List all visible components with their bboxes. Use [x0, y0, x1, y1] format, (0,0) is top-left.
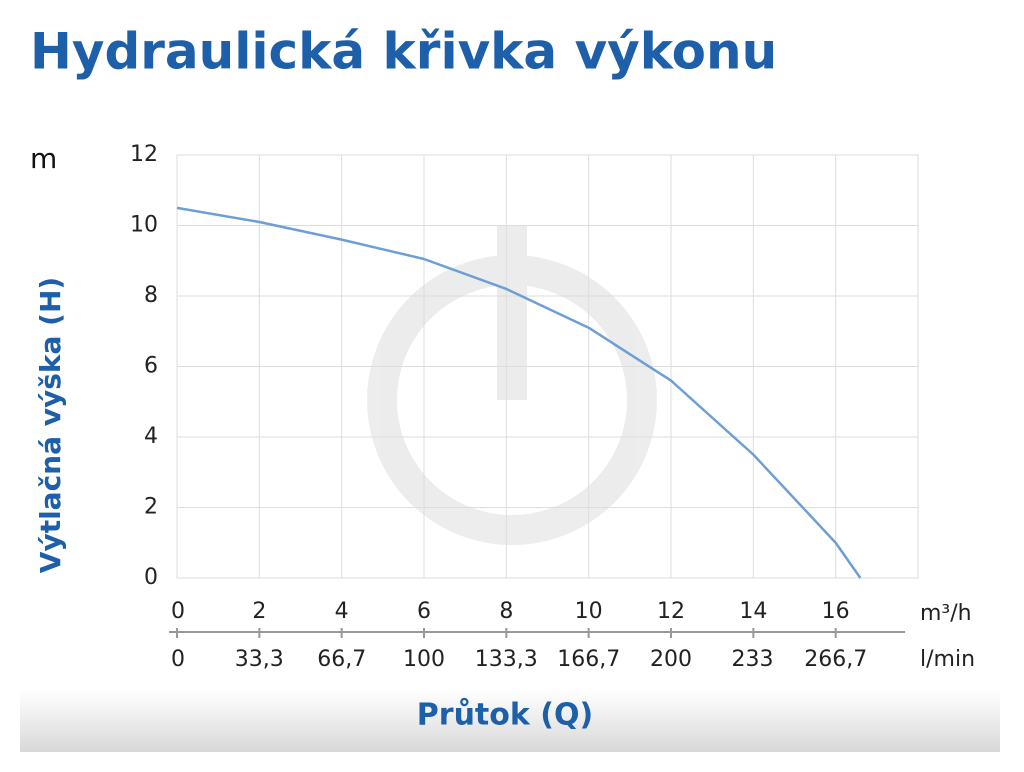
footer-shade	[20, 690, 1000, 752]
chart-title: Hydraulická křivka výkonu	[30, 23, 777, 81]
x-tick-label: 8	[499, 599, 513, 624]
x-tick-label: 0	[171, 599, 185, 624]
x2-tick-label: 100	[403, 647, 445, 672]
y-tick-label: 0	[144, 565, 158, 590]
x-tick-label: 6	[417, 599, 431, 624]
y-tick-label: 8	[144, 283, 158, 308]
x-tick-label: 10	[575, 599, 603, 624]
y-axis-title: Výtlačná výška (H)	[34, 277, 67, 573]
y-tick-label: 10	[130, 213, 158, 238]
x-tick-label: 4	[335, 599, 349, 624]
x2-unit: l/min	[920, 647, 975, 672]
y-unit: m	[30, 142, 57, 175]
x2-tick-label: 166,7	[557, 647, 620, 672]
curve	[176, 206, 862, 579]
x2-tick-label: 133,3	[475, 647, 538, 672]
y-tick-label: 2	[144, 495, 158, 520]
x2-tick-label: 233	[732, 647, 774, 672]
x-tick-label: 2	[252, 599, 266, 624]
x-tick-label: 12	[657, 599, 685, 624]
y-tick-label: 6	[144, 354, 158, 379]
y-tick-label: 12	[130, 142, 158, 167]
y-tick-label: 4	[144, 424, 158, 449]
x-unit: m³/h	[920, 601, 972, 626]
x2-tick-label: 33,3	[235, 647, 284, 672]
x2-tick-label: 266,7	[804, 647, 867, 672]
watermark	[367, 225, 657, 545]
x-tick-label: 14	[739, 599, 767, 624]
x2-tick-label: 200	[650, 647, 692, 672]
x2-tick-label: 66,7	[317, 647, 366, 672]
x-tick-label: 16	[822, 599, 850, 624]
x2-tick-label: 0	[171, 647, 185, 672]
x-axis-title: Průtok (Q)	[417, 697, 593, 733]
